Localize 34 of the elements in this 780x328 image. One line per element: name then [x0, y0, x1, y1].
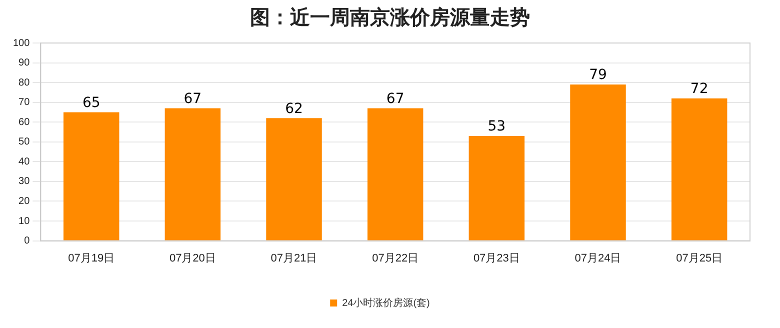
bar: [671, 98, 728, 240]
bar: [164, 108, 221, 240]
y-tick-label: 90: [18, 58, 30, 69]
y-tick-label: 0: [24, 236, 30, 247]
x-tick-label: 07月25日: [676, 252, 723, 264]
data-label: 67: [184, 90, 202, 107]
data-label: 67: [386, 90, 404, 107]
legend-label: 24小时涨价房源(套): [342, 296, 430, 309]
y-tick-label: 70: [18, 97, 30, 108]
bar: [468, 136, 525, 240]
bar: [367, 108, 424, 240]
x-tick-label: 07月22日: [372, 252, 419, 264]
bar: [570, 84, 626, 240]
y-tick-label: 80: [18, 77, 30, 88]
x-tick-label: 07月19日: [68, 252, 115, 264]
y-tick-label: 30: [18, 176, 30, 188]
data-label: 62: [285, 100, 303, 117]
y-tick-label: 40: [18, 156, 30, 168]
data-label: 65: [82, 94, 100, 111]
x-tick-label: 07月24日: [574, 252, 622, 264]
y-tick-label: 60: [18, 116, 30, 128]
y-tick-label: 20: [18, 196, 30, 207]
x-tick-label: 07月21日: [270, 252, 318, 264]
bar: [63, 112, 120, 240]
chart-title: 图：近一周南京涨价房源量走势: [249, 4, 531, 31]
x-tick-label: 07月20日: [169, 252, 216, 264]
x-tick-label: 07月23日: [473, 252, 520, 264]
data-label: 72: [690, 81, 708, 98]
y-tick-label: 50: [18, 136, 30, 148]
y-tick-label: 100: [12, 38, 30, 49]
y-tick-label: 10: [18, 216, 30, 227]
data-label: 53: [488, 118, 506, 135]
bar: [266, 118, 322, 240]
data-label: 79: [589, 67, 607, 84]
